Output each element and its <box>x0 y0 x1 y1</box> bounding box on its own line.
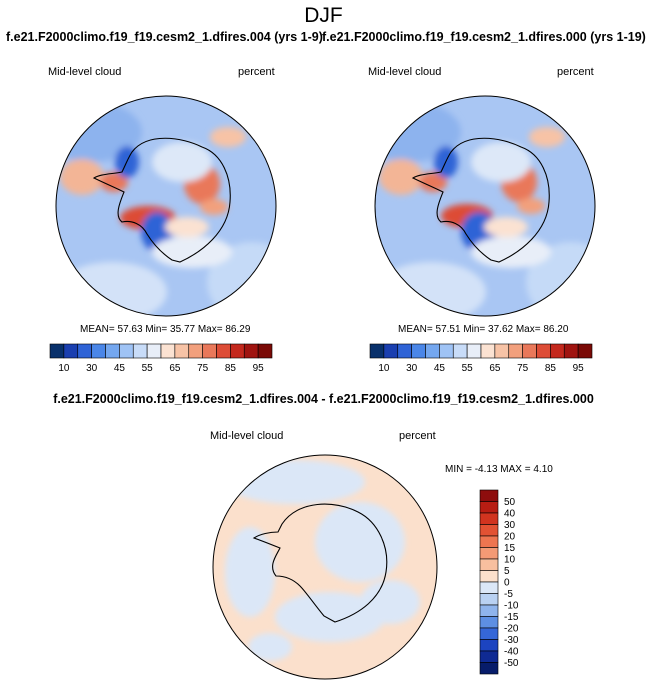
colorbar-right-tick-label: 55 <box>462 363 474 374</box>
panel-right-variable-label: Mid-level cloud <box>368 66 442 78</box>
colorbar-right-tick-label: 65 <box>489 363 501 374</box>
difference-title: f.e21.F2000climo.f19_f19.cesm2_1.dfires.… <box>53 392 594 406</box>
colorbar-left-swatch <box>119 343 134 359</box>
colorbar-difference-swatch <box>479 639 499 652</box>
colorbar-difference-swatch <box>479 616 499 629</box>
colorbar-right-swatch <box>536 343 551 359</box>
colorbar-difference-tick-label: 40 <box>504 509 516 520</box>
colorbar-left-swatch <box>230 343 245 359</box>
diff-variable-label: Mid-level cloud <box>210 430 284 442</box>
colorbar-difference-swatch <box>479 512 499 525</box>
panel-right-title: f.e21.F2000climo.f19_f19.cesm2_1.dfires.… <box>322 30 646 44</box>
colorbar-left-swatch <box>105 343 120 359</box>
panel-right-units-label: percent <box>557 66 594 78</box>
colorbar-right-tick-label: 10 <box>378 363 390 374</box>
colorbar-difference-swatch <box>479 650 499 663</box>
colorbar-right-swatch <box>369 343 385 359</box>
colorbar-left-swatch <box>243 343 259 359</box>
colorbar-difference-tick-label: 10 <box>504 555 516 566</box>
colorbar-difference-swatch <box>479 524 499 537</box>
colorbar-right-tick-label: 45 <box>434 363 446 374</box>
diff-units-label: percent <box>399 430 436 442</box>
panel-left-variable-label: Mid-level cloud <box>48 66 122 78</box>
colorbar-right-swatch <box>577 343 593 359</box>
colorbar-difference-swatch <box>479 501 499 514</box>
colorbar-left-tick-label: 30 <box>86 363 98 374</box>
colorbar-left-tick-label: 95 <box>253 363 265 374</box>
colorbar-right-swatch <box>452 343 468 359</box>
panel-right-stats: MEAN= 57.51 Min= 37.62 Max= 86.20 <box>398 324 569 335</box>
colorbar-difference-swatch <box>479 570 499 583</box>
colorbar-right-swatch <box>439 343 454 359</box>
panel-left-title: f.e21.F2000climo.f19_f19.cesm2_1.dfires.… <box>6 30 323 44</box>
colorbar-right-swatch <box>508 343 523 359</box>
colorbar-right-swatch <box>411 343 426 359</box>
colorbar-left-tick-label: 45 <box>114 363 126 374</box>
colorbar-difference-tick-label: 20 <box>504 532 516 543</box>
colorbar-left-swatch <box>160 343 176 359</box>
colorbar-left-tick-label: 10 <box>58 363 70 374</box>
map-left <box>55 95 277 317</box>
colorbar-right-tick-label: 85 <box>545 363 557 374</box>
colorbar-left-swatch <box>174 343 190 359</box>
colorbar-right-swatch <box>550 343 565 359</box>
colorbar-difference-swatch <box>479 489 499 502</box>
colorbar-difference-swatch <box>479 627 499 640</box>
map-right <box>374 95 596 317</box>
map-difference <box>212 454 438 680</box>
colorbar-left-swatch <box>216 343 231 359</box>
colorbar-difference-tick-label: -20 <box>504 624 519 635</box>
colorbar-left-swatch <box>63 343 79 359</box>
colorbar-right-swatch <box>425 343 440 359</box>
colorbar-difference-swatch <box>479 581 499 594</box>
colorbar-left-swatch <box>146 343 162 359</box>
colorbar-left: 10 30 45 55 65 75 85 95 <box>49 343 273 374</box>
colorbar-right-swatch <box>466 343 482 359</box>
colorbar-left-swatch <box>202 343 217 359</box>
colorbar-left-swatch <box>132 343 148 359</box>
colorbar-right: 10 30 45 55 65 75 85 95 <box>369 343 593 374</box>
colorbar-right-tick-label: 30 <box>406 363 418 374</box>
colorbar-difference-tick-label: 5 <box>504 566 510 577</box>
colorbar-left-tick-label: 55 <box>142 363 154 374</box>
colorbar-difference-tick-label: 30 <box>504 520 516 531</box>
colorbar-right-tick-label: 95 <box>573 363 585 374</box>
colorbar-difference-swatch <box>479 558 499 571</box>
colorbar-right-swatch <box>563 343 579 359</box>
colorbar-left-swatch <box>91 343 106 359</box>
colorbar-left-swatch <box>257 343 273 359</box>
colorbar-right-swatch <box>383 343 399 359</box>
colorbar-difference-tick-label: 15 <box>504 543 516 554</box>
panel-left-units-label: percent <box>238 66 275 78</box>
colorbar-difference-tick-label: -10 <box>504 601 519 612</box>
colorbar-left-tick-label: 75 <box>197 363 209 374</box>
colorbar-difference-tick-label: 50 <box>504 497 516 508</box>
colorbar-left-swatch <box>188 343 203 359</box>
colorbar-left-swatch <box>49 343 65 359</box>
colorbar-right-swatch <box>494 343 510 359</box>
colorbar-right-swatch <box>480 343 496 359</box>
season-title: DJF <box>304 4 343 27</box>
colorbar-difference-swatch <box>479 535 499 548</box>
colorbar-left-tick-label: 85 <box>225 363 237 374</box>
colorbar-left-tick-label: 65 <box>169 363 181 374</box>
colorbar-difference-swatch <box>479 547 499 560</box>
diff-stats: MIN = -4.13 MAX = 4.10 <box>445 464 553 475</box>
colorbar-difference-tick-label: -40 <box>504 647 519 658</box>
colorbar-difference-swatch <box>479 593 499 606</box>
colorbar-difference-swatch <box>479 604 499 617</box>
colorbar-difference-tick-label: 0 <box>504 578 510 589</box>
colorbar-difference-tick-label: -5 <box>504 589 513 600</box>
colorbar-right-swatch <box>522 343 537 359</box>
colorbar-left-swatch <box>77 343 92 359</box>
panel-left-stats: MEAN= 57.63 Min= 35.77 Max= 86.29 <box>80 324 251 335</box>
colorbar-difference-tick-label: -50 <box>504 658 519 669</box>
colorbar-difference-swatch <box>479 662 499 675</box>
colorbar-right-swatch <box>397 343 412 359</box>
colorbar-difference-tick-label: -15 <box>504 612 519 623</box>
colorbar-right-tick-label: 75 <box>517 363 529 374</box>
colorbar-difference-tick-label: -30 <box>504 635 519 646</box>
